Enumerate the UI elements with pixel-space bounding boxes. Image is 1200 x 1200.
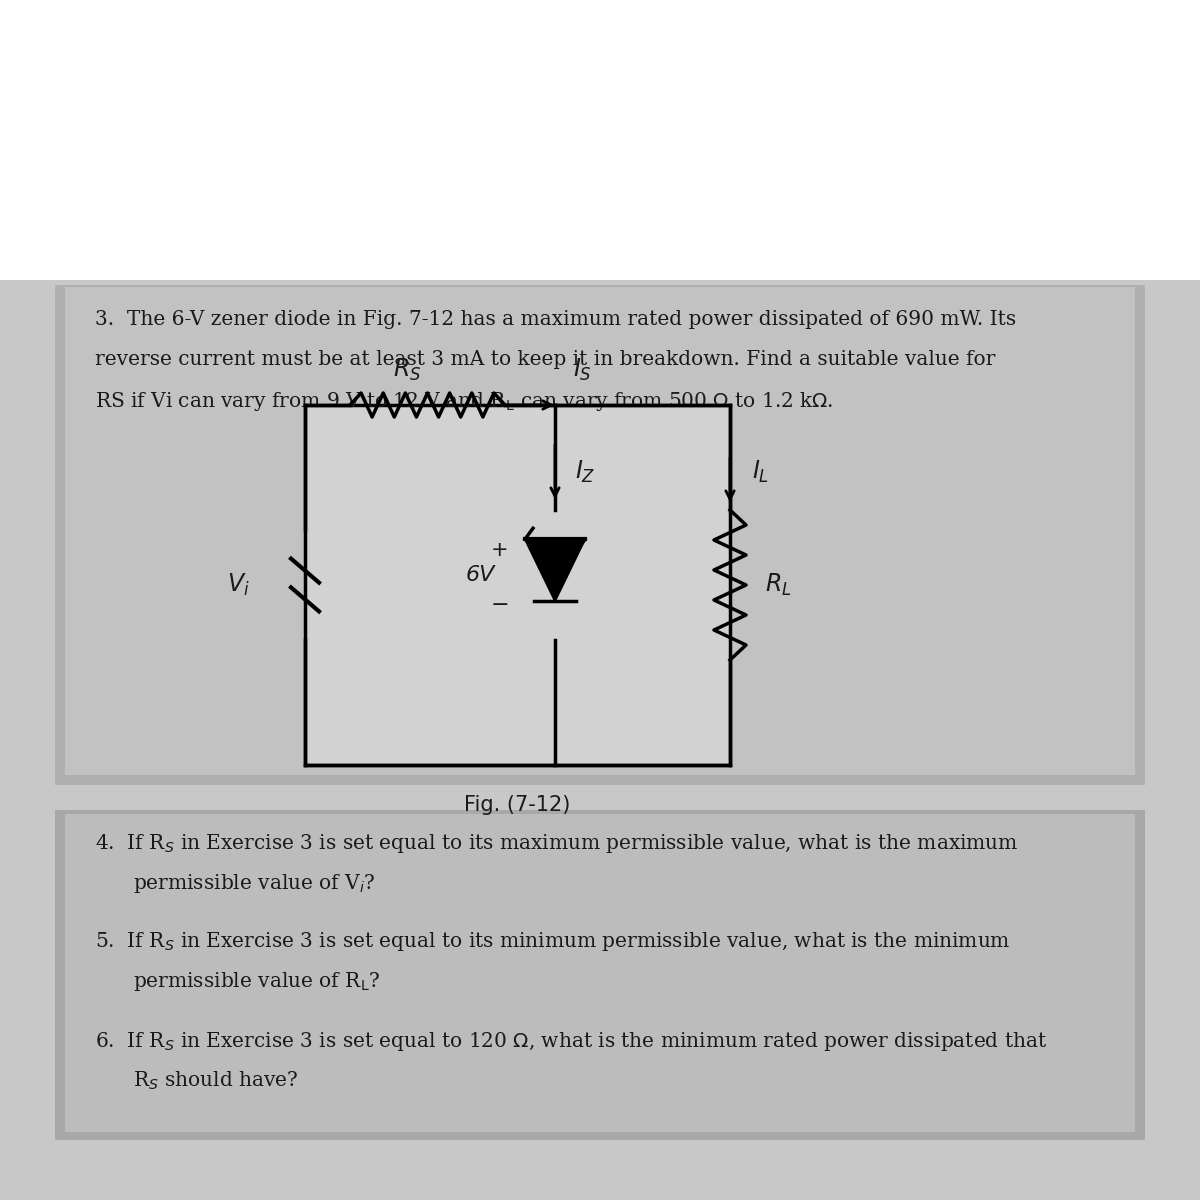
- Text: 3.  The 6-V zener diode in Fig. 7-12 has a maximum rated power dissipated of 690: 3. The 6-V zener diode in Fig. 7-12 has …: [95, 310, 1016, 329]
- Text: 6V: 6V: [466, 565, 496, 584]
- Text: permissible value of V$_i$?: permissible value of V$_i$?: [133, 872, 376, 895]
- Text: RS if Vi can vary from 9 V to 12 V and R$_\mathrm{L}$ can vary from 500 $\Omega$: RS if Vi can vary from 9 V to 12 V and R…: [95, 390, 833, 413]
- Text: $R_L$: $R_L$: [766, 572, 792, 598]
- Text: +: +: [491, 540, 509, 560]
- Bar: [55, 284, 1145, 785]
- Text: 5.  If R$_S$ in Exercise 3 is set equal to its minimum permissible value, what i: 5. If R$_S$ in Exercise 3 is set equal t…: [95, 930, 1010, 953]
- Text: $R_S$: $R_S$: [394, 356, 421, 383]
- Text: $I_S$: $I_S$: [574, 356, 592, 383]
- Text: −: −: [491, 595, 509, 614]
- Bar: [305, 404, 730, 766]
- Bar: [0, 0, 1200, 280]
- Text: 6.  If R$_S$ in Exercise 3 is set equal to 120 $\Omega$, what is the minimum rat: 6. If R$_S$ in Exercise 3 is set equal t…: [95, 1030, 1048, 1054]
- Text: Fig. (7-12): Fig. (7-12): [464, 794, 571, 815]
- Text: 4.  If R$_S$ in Exercise 3 is set equal to its maximum permissible value, what i: 4. If R$_S$ in Exercise 3 is set equal t…: [95, 832, 1019, 854]
- Text: permissible value of R$_\mathrm{L}$?: permissible value of R$_\mathrm{L}$?: [133, 970, 380, 994]
- Bar: [55, 810, 1145, 1140]
- Bar: [65, 814, 1135, 1132]
- Text: $V_i$: $V_i$: [227, 572, 250, 598]
- Text: R$_S$ should have?: R$_S$ should have?: [133, 1070, 299, 1092]
- Text: reverse current must be at least 3 mA to keep it in breakdown. Find a suitable v: reverse current must be at least 3 mA to…: [95, 350, 995, 370]
- Polygon shape: [526, 539, 586, 601]
- Text: $I_L$: $I_L$: [752, 458, 769, 485]
- Bar: [65, 287, 1135, 775]
- Text: $I_Z$: $I_Z$: [575, 458, 595, 485]
